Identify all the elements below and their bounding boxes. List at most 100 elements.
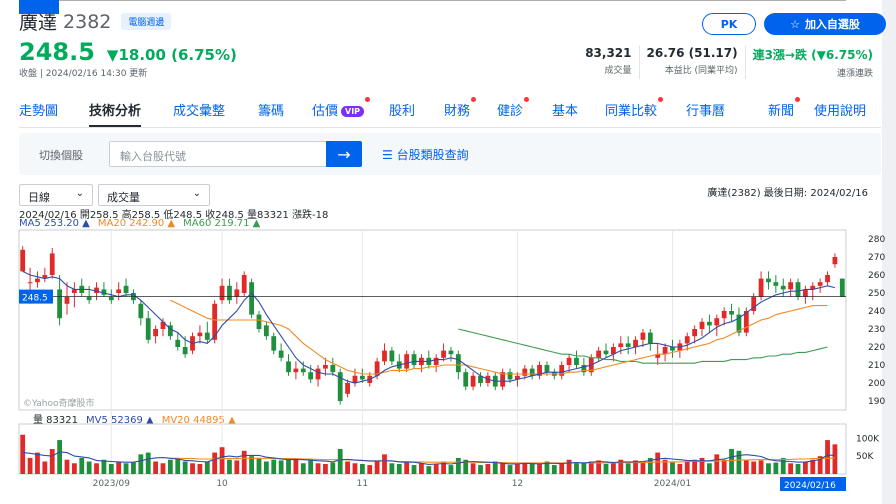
tab-0[interactable]: 走勢圖 xyxy=(19,100,58,119)
volume-bar xyxy=(64,459,70,474)
candle-body xyxy=(175,339,181,347)
volume-bar xyxy=(160,463,166,474)
tab-label: 籌碼 xyxy=(258,104,285,119)
tab-12[interactable]: 使用說明 xyxy=(814,100,866,119)
candle-body xyxy=(123,285,129,293)
tab-6[interactable]: 財務 xyxy=(444,97,477,119)
candle-body xyxy=(448,350,454,355)
tab-9[interactable]: 同業比較 xyxy=(605,97,664,119)
date-tag-bg xyxy=(780,477,846,491)
tab-11[interactable]: 新聞 xyxy=(768,97,801,119)
stat-1: 26.76 (51.17) 本益比 (同業平均) xyxy=(640,46,746,79)
x-tick-label: 12 xyxy=(512,479,523,489)
search-submit-button[interactable]: → xyxy=(326,141,362,167)
volume-bar xyxy=(736,450,742,474)
candle-body xyxy=(374,361,380,376)
y-tick-label: 270 xyxy=(868,253,885,263)
candle-body xyxy=(323,365,328,369)
stock-code-input[interactable]: 輸入台股代號 xyxy=(109,141,327,167)
volume-bar xyxy=(802,461,808,474)
candle-body xyxy=(522,368,528,376)
notification-dot xyxy=(365,97,371,102)
candle-body xyxy=(64,296,70,304)
volume-bar xyxy=(647,457,653,474)
candle-body xyxy=(559,365,565,376)
volume-bar xyxy=(145,452,151,474)
candle-body xyxy=(411,354,417,365)
candle-body xyxy=(581,365,587,373)
x-tick-label: 2024/01 xyxy=(654,479,691,489)
candle-body xyxy=(721,311,727,319)
tab-7[interactable]: 健診 xyxy=(497,97,530,119)
period-value: 日線 xyxy=(28,191,50,204)
tab-4[interactable]: 估價 VIP xyxy=(312,97,371,119)
volume-bar xyxy=(522,462,528,474)
legend-量: 量 83321 xyxy=(33,415,78,426)
candle-body xyxy=(138,303,144,319)
volume-legend: 量 83321 MV5 52369 ▲ MV20 44895 ▲ xyxy=(33,411,244,426)
mv5-line xyxy=(22,451,835,465)
notification-dot xyxy=(795,97,801,102)
volume-bar xyxy=(714,454,720,474)
tab-2[interactable]: 成交彙整 xyxy=(173,100,225,119)
volume-bar xyxy=(780,457,786,474)
legend-ma60: MA60 219.71 ▲ xyxy=(183,218,261,229)
tab-3[interactable]: 籌碼 xyxy=(258,100,284,119)
pk-button[interactable]: PK xyxy=(702,13,756,35)
stat-2: 連3漲→跌 (▼6.75%) 連漲連跌 xyxy=(746,46,880,79)
category-badge[interactable]: 電腦週邊 xyxy=(121,13,172,30)
candle-body xyxy=(27,282,33,284)
candle-body xyxy=(596,350,602,358)
x-tick-label: 11 xyxy=(357,479,368,489)
candle-body xyxy=(256,314,262,329)
volume-bar xyxy=(86,461,92,474)
watermark: ©Yahoo奇摩股市 xyxy=(23,397,95,409)
volume-bar xyxy=(433,464,439,474)
volume-bar xyxy=(655,452,661,474)
volume-bar xyxy=(448,465,454,474)
last-price: 248.5 xyxy=(19,38,95,66)
tab-label: 股利 xyxy=(389,104,416,119)
volume-bar xyxy=(788,463,794,474)
y-tick-label: 250 xyxy=(868,289,885,299)
volume-bar xyxy=(330,462,336,474)
candle-body xyxy=(692,329,698,337)
indicator-select[interactable]: 成交量 ⌄ xyxy=(98,184,210,206)
candle-body xyxy=(625,343,631,347)
volume-bar xyxy=(706,463,712,474)
period-select[interactable]: 日線 ⌄ xyxy=(19,184,93,206)
volume-bar xyxy=(131,462,136,474)
volume-bar xyxy=(574,462,579,474)
candle-body xyxy=(647,332,653,344)
volume-bar xyxy=(57,440,63,474)
stock-search-bar: 切換個股 輸入台股代號 → ☰ 台股類股查詢 xyxy=(19,133,881,175)
tab-label: 技術分析 xyxy=(89,104,142,119)
tab-8[interactable]: 基本 xyxy=(552,100,578,119)
candle-body xyxy=(470,375,476,387)
candle-body xyxy=(455,354,461,373)
date-tag: 2024/02/16 xyxy=(784,481,836,491)
volume-bar xyxy=(138,454,144,474)
volume-bar xyxy=(35,452,40,474)
tab-label: 成交彙整 xyxy=(173,104,226,119)
candle-body xyxy=(441,350,446,358)
y-tick-label: 220 xyxy=(868,343,885,353)
tab-5[interactable]: 股利 xyxy=(389,100,415,119)
add-watchlist-label: 加入自選股 xyxy=(804,18,860,31)
volume-bar xyxy=(832,444,838,474)
ma20-line xyxy=(170,299,828,375)
scrollbar-track[interactable] xyxy=(882,0,896,504)
volume-bar xyxy=(588,461,594,474)
tab-10[interactable]: 行事曆 xyxy=(686,100,725,119)
stat-label: 成交量 xyxy=(604,66,632,76)
tab-1[interactable]: 技術分析 xyxy=(89,100,142,127)
add-watchlist-button[interactable]: ☆ 加入自選股 xyxy=(764,13,886,35)
sector-query-link[interactable]: ☰ 台股類股查詢 xyxy=(382,148,469,162)
volume-bar xyxy=(382,454,387,474)
volume-bar xyxy=(515,464,520,474)
y-tick-label: 210 xyxy=(868,361,885,371)
ma5-line xyxy=(22,270,836,384)
volume-bar xyxy=(492,461,498,474)
stock-title: 廣達 2382 電腦週邊 xyxy=(19,8,172,35)
